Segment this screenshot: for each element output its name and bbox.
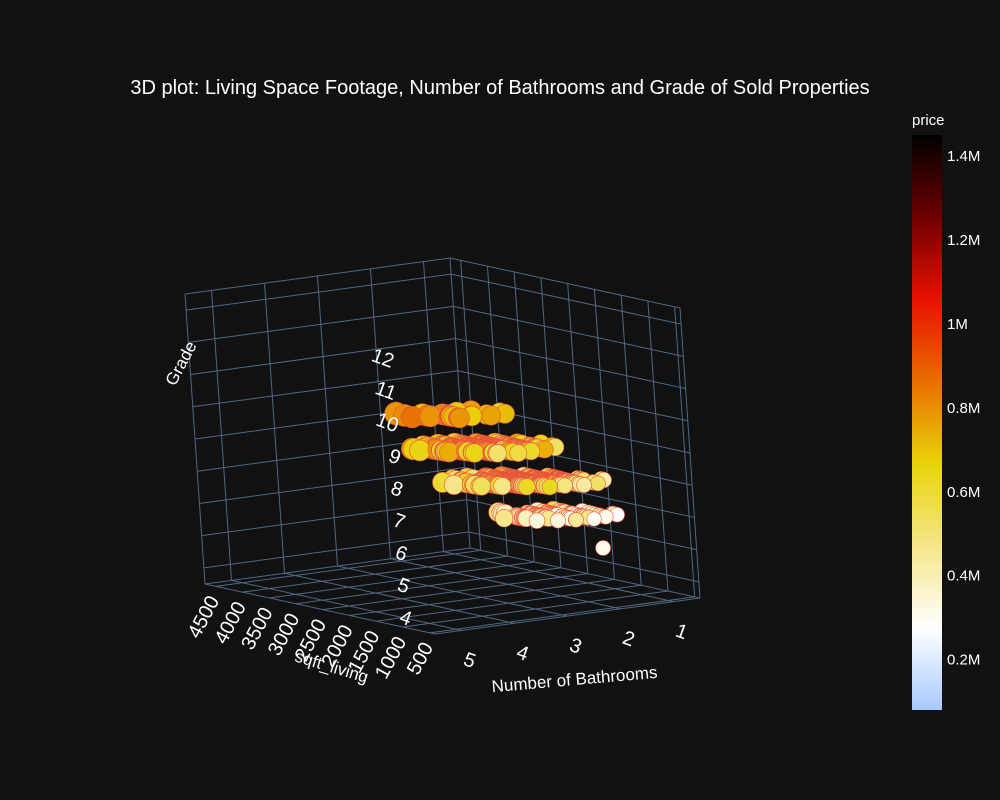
grid-line-x <box>231 579 462 631</box>
grid-line-y <box>647 300 669 592</box>
z-tick-label: 7 <box>390 509 408 533</box>
data-point[interactable] <box>509 444 528 462</box>
data-point[interactable] <box>481 405 502 426</box>
data-point[interactable] <box>556 477 573 494</box>
colorbar-tick-label: 0.2M <box>947 652 980 669</box>
grid-line-x <box>390 558 621 610</box>
data-point[interactable] <box>495 509 514 528</box>
z-axis-title: Grade <box>162 338 201 389</box>
grid-frame-edge <box>184 257 451 295</box>
grid-line-x <box>317 275 338 567</box>
colorbar: price 0.2M 0.4M 0.6M 0.8M 1M 1.2M 1.4M <box>912 112 980 710</box>
data-point[interactable] <box>443 474 464 495</box>
colorbar-tick-label: 0.6M <box>947 484 980 501</box>
data-point[interactable] <box>550 512 566 529</box>
colorbar-title: price <box>912 112 945 129</box>
colorbar-tick-label: 1M <box>947 316 968 333</box>
data-point[interactable] <box>590 475 606 492</box>
grid-line-x <box>211 290 232 581</box>
data-point[interactable] <box>409 439 431 462</box>
chart-title: 3D plot: Living Space Footage, Number of… <box>130 77 869 99</box>
data-point[interactable] <box>465 443 485 463</box>
colorbar-bar <box>912 135 942 710</box>
data-point[interactable] <box>493 477 512 496</box>
colorbar-tick-label: 0.4M <box>947 568 980 585</box>
grid-lines <box>184 257 701 635</box>
data-point[interactable] <box>439 442 460 463</box>
x-tick-label: 3 <box>567 634 585 658</box>
grid-frame-edge <box>204 547 471 585</box>
x-tick-label: 4 <box>514 641 532 665</box>
colorbar-tick-label: 0.8M <box>947 400 980 417</box>
grid-line-z <box>457 370 688 422</box>
data-point[interactable] <box>518 478 536 496</box>
z-tick-label: 8 <box>388 477 406 501</box>
data-point[interactable] <box>576 477 592 493</box>
grid-frame-edge <box>184 293 206 585</box>
z-tick-label: 4 <box>397 606 415 630</box>
grid-line-x <box>284 572 515 624</box>
colorbar-ticks: 0.2M 0.4M 0.6M 0.8M 1M 1.2M 1.4M <box>947 148 980 669</box>
data-points[interactable] <box>384 400 625 556</box>
grid-line-z <box>468 531 699 583</box>
data-point[interactable] <box>488 444 507 463</box>
z-tick-label: 9 <box>386 445 404 469</box>
x-axis-title: Number of Bathrooms <box>491 663 658 696</box>
colorbar-tick-label: 1.2M <box>947 232 980 249</box>
grid-line-y <box>567 283 589 574</box>
grid-line-y <box>674 306 696 597</box>
x-tick-label: 2 <box>620 627 638 651</box>
z-tick-label: 12 <box>368 345 396 373</box>
grid-line-x <box>443 551 674 603</box>
data-point[interactable] <box>449 407 470 429</box>
colorbar-tick-label: 1.4M <box>947 148 980 165</box>
grid-line-x <box>264 283 285 574</box>
x-tick-label: 1 <box>673 620 691 644</box>
grid-frame-edge <box>469 547 701 599</box>
grid-line-z <box>455 338 686 390</box>
grid-line-x <box>337 565 568 617</box>
x-tick-label: 5 <box>461 649 479 673</box>
grid-line-y <box>620 295 642 586</box>
grid-frame-edge <box>434 597 701 635</box>
grid-line-z <box>453 305 684 357</box>
grid-line-y <box>593 289 615 580</box>
grid-frame-edge <box>204 583 436 635</box>
grid-line-z <box>451 273 682 325</box>
grid-line-x <box>370 268 391 559</box>
data-point[interactable] <box>541 478 559 496</box>
data-point[interactable] <box>586 511 602 527</box>
data-point[interactable] <box>528 512 546 529</box>
data-point[interactable] <box>568 512 584 528</box>
grid-frame-edge <box>679 307 701 599</box>
data-point[interactable] <box>595 540 611 556</box>
z-tick-label: 5 <box>395 574 413 598</box>
grid-frame-edge <box>449 257 681 309</box>
data-point[interactable] <box>472 476 491 496</box>
